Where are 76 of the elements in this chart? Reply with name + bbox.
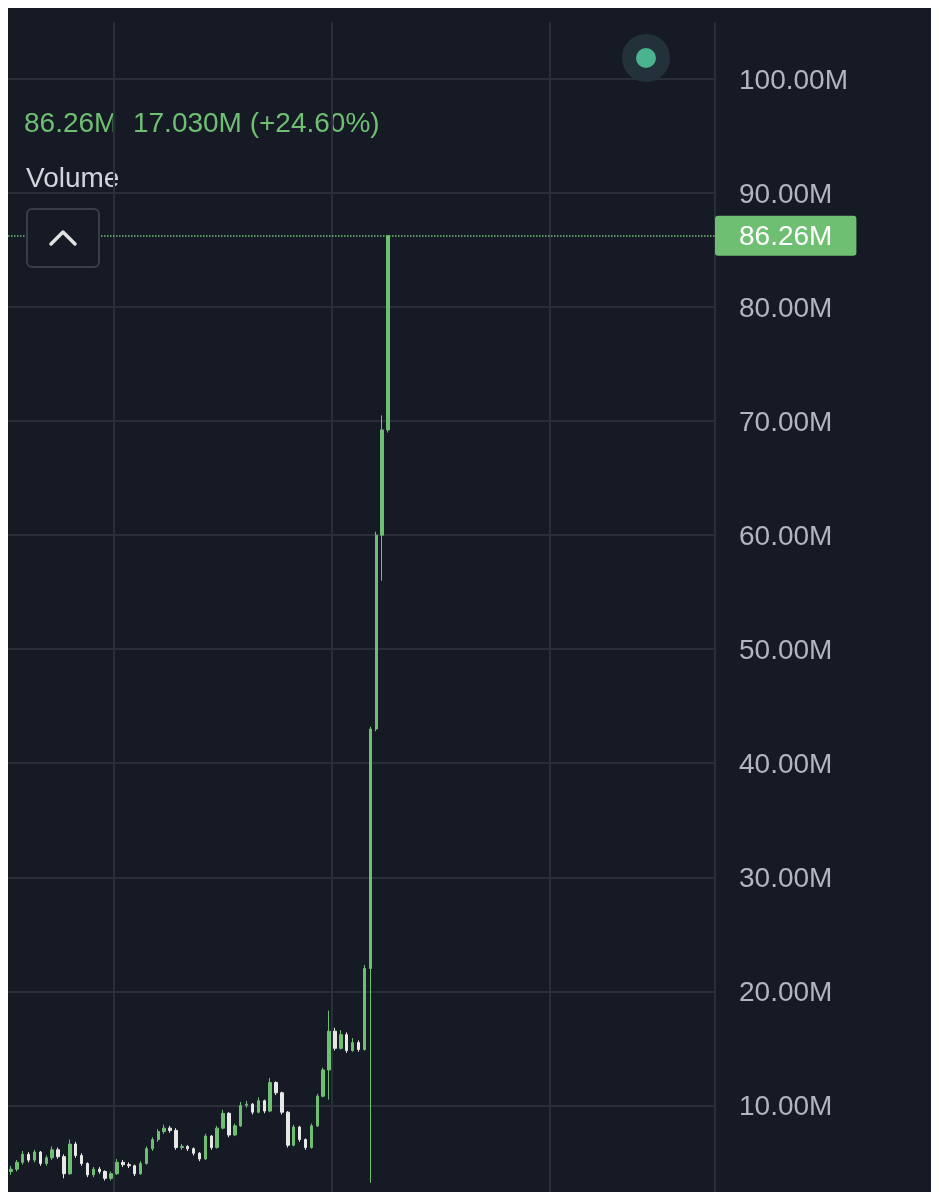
candlestick — [86, 1161, 89, 1178]
candlestick — [192, 1147, 195, 1157]
candlestick — [351, 1037, 354, 1053]
y-tick-label: 90.00M — [739, 177, 833, 209]
candlestick — [92, 1166, 95, 1178]
y-tick-label: 50.00M — [739, 633, 833, 665]
candlestick — [227, 1111, 231, 1138]
candlestick — [375, 531, 378, 732]
candlestick — [157, 1128, 160, 1143]
candlestick — [274, 1080, 278, 1096]
candlestick — [357, 1039, 360, 1053]
candlestick — [369, 726, 372, 1184]
candlestick — [74, 1141, 77, 1159]
candlestick — [310, 1123, 313, 1150]
candlestick — [98, 1166, 101, 1175]
candlestick — [380, 414, 384, 582]
candlestick — [251, 1102, 254, 1115]
candlestick — [233, 1123, 237, 1137]
candlestick — [339, 1029, 343, 1050]
candlestick — [298, 1125, 301, 1143]
candlestick — [304, 1137, 307, 1151]
candlestick — [321, 1067, 325, 1098]
candlestick — [239, 1101, 242, 1128]
candlestick — [257, 1096, 260, 1114]
candlestick — [33, 1149, 36, 1163]
candlestick — [333, 1027, 337, 1052]
candlestick — [121, 1159, 125, 1168]
candlestick — [204, 1133, 207, 1161]
candlestick — [21, 1150, 24, 1166]
candlestick — [210, 1134, 213, 1151]
y-tick-label: 60.00M — [739, 519, 833, 551]
candlestick — [292, 1124, 295, 1147]
candlestick — [139, 1160, 142, 1176]
candlestick — [133, 1164, 136, 1177]
candlestick — [280, 1091, 284, 1115]
candlestick — [39, 1150, 42, 1167]
candlestick — [198, 1151, 201, 1162]
candlestick — [263, 1099, 266, 1114]
y-tick-label: 30.00M — [739, 861, 833, 893]
y-tick-label: 10.00M — [739, 1089, 833, 1121]
candlestick — [162, 1124, 166, 1135]
candlestick — [115, 1158, 119, 1176]
candlestick — [245, 1100, 248, 1109]
candlestick — [151, 1136, 154, 1152]
candlestick — [9, 1165, 13, 1176]
candlestick — [45, 1155, 48, 1167]
candlestick — [316, 1093, 319, 1128]
candlestick — [268, 1077, 272, 1113]
candlestick — [68, 1139, 72, 1176]
candlestick — [327, 1010, 331, 1101]
candlestick — [174, 1127, 178, 1151]
candlestick — [62, 1153, 66, 1179]
annotation: Volume — [26, 161, 120, 193]
y-tick-label: 70.00M — [739, 405, 833, 437]
candlestick — [80, 1152, 83, 1167]
ref-line-label: 86.26M — [739, 220, 833, 252]
candlestick — [27, 1151, 30, 1163]
candlestick — [15, 1159, 19, 1172]
candlestick — [180, 1143, 184, 1151]
candlestick — [50, 1145, 54, 1161]
candlestick — [103, 1169, 107, 1182]
candlestick — [168, 1125, 172, 1134]
y-tick-label: 80.00M — [739, 291, 833, 323]
candlestick — [186, 1144, 189, 1152]
candlestick — [56, 1147, 60, 1160]
y-tick-label: 20.00M — [739, 975, 833, 1007]
candlestick — [215, 1125, 219, 1150]
candlestick — [127, 1161, 131, 1169]
candlestick — [286, 1110, 290, 1149]
candlestick — [109, 1170, 113, 1182]
y-tick-label: 100.00M — [739, 63, 848, 95]
candlestick — [221, 1109, 225, 1130]
y-tick-label: 40.00M — [739, 747, 833, 779]
candlestick — [145, 1145, 148, 1166]
candlestick — [363, 964, 366, 1052]
candlestick — [345, 1031, 348, 1054]
